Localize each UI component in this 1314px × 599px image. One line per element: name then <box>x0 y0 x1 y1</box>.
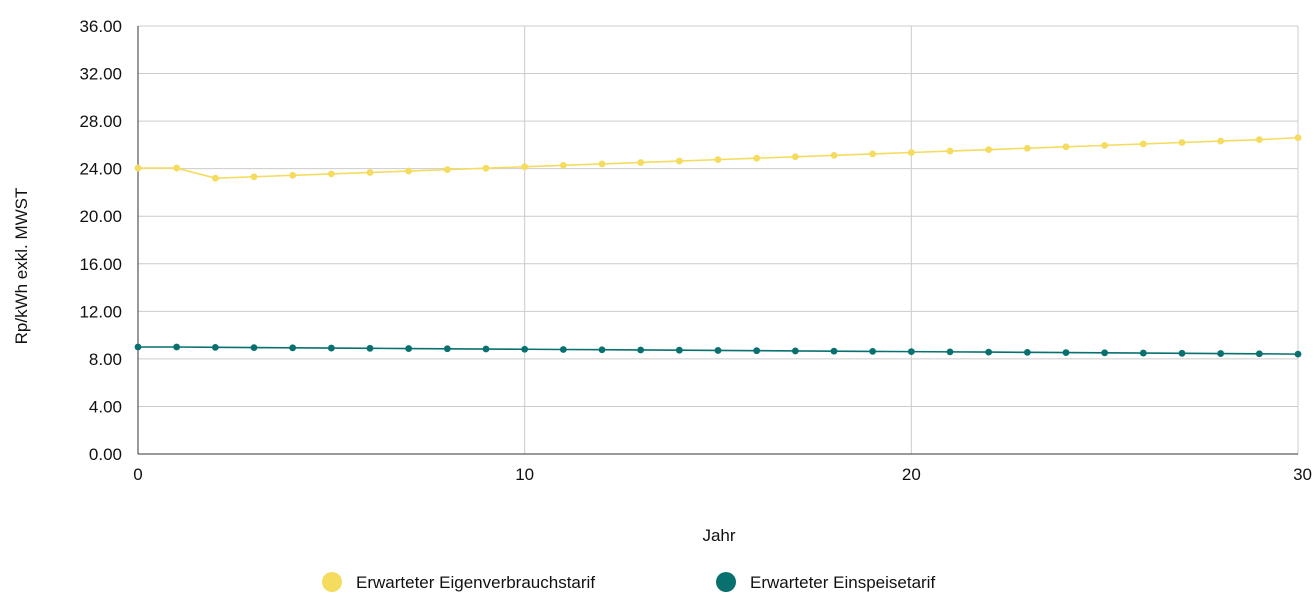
legend-label: Erwarteter Einspeisetarif <box>750 573 935 592</box>
data-point <box>366 169 374 176</box>
data-point <box>521 163 529 171</box>
x-tick-label: 10 <box>515 465 534 484</box>
y-tick-label: 28.00 <box>79 112 122 131</box>
data-point <box>405 167 413 175</box>
series-1 <box>134 134 1302 182</box>
y-axis-title: Rp/kWh exkl. MWST <box>12 188 31 345</box>
data-point <box>830 151 838 159</box>
data-point <box>598 160 606 168</box>
data-point <box>1062 143 1070 151</box>
data-point <box>327 170 335 178</box>
y-tick-label: 12.00 <box>79 302 122 321</box>
data-point <box>443 345 451 353</box>
data-point <box>1023 144 1031 152</box>
data-point <box>559 161 567 169</box>
data-point <box>985 146 993 154</box>
data-point <box>134 343 142 351</box>
legend-item: Erwarteter Einspeisetarif <box>716 572 935 592</box>
data-point <box>1255 136 1263 144</box>
data-point <box>1023 348 1031 356</box>
x-tick-label: 30 <box>1293 465 1312 484</box>
data-point <box>482 164 490 172</box>
data-point <box>946 348 954 356</box>
data-point <box>521 345 529 353</box>
legend-item: Erwarteter Eigenverbrauchstarif <box>322 572 595 592</box>
data-point <box>830 347 838 355</box>
data-point <box>211 174 219 182</box>
legend-swatch <box>716 572 736 592</box>
data-point <box>791 153 799 161</box>
series-2 <box>134 343 1302 358</box>
data-point <box>443 166 451 174</box>
data-point <box>791 347 799 355</box>
data-point <box>1139 349 1147 357</box>
data-point <box>405 345 413 352</box>
data-point <box>250 344 258 351</box>
data-point <box>946 147 954 155</box>
data-point <box>1294 134 1302 142</box>
data-point <box>1255 350 1263 358</box>
x-axis-title: Jahr <box>702 526 735 545</box>
data-point <box>637 346 645 354</box>
data-point <box>134 164 142 172</box>
data-point <box>714 156 722 164</box>
data-point <box>1101 349 1109 357</box>
tick-labels: 0.00 4.00 8.00 12.00 16.00 20.00 24.00 28.00 32.… <box>79 17 1312 484</box>
data-point <box>250 173 258 181</box>
data-point <box>869 347 877 355</box>
data-point <box>985 348 993 356</box>
data-point <box>327 344 335 352</box>
data-point <box>675 157 683 165</box>
legend-swatch <box>322 572 342 592</box>
data-point <box>1294 350 1302 358</box>
data-point <box>753 154 761 162</box>
data-point <box>289 171 297 179</box>
data-point <box>598 346 606 354</box>
data-point <box>907 348 915 356</box>
data-point <box>559 346 567 353</box>
data-point <box>1178 139 1186 146</box>
y-tick-label: 8.00 <box>89 350 122 369</box>
data-point <box>1217 350 1225 357</box>
y-tick-label: 4.00 <box>89 397 122 416</box>
y-tick-label: 24.00 <box>79 160 122 179</box>
y-tick-label: 36.00 <box>79 17 122 36</box>
y-tick-label: 0.00 <box>89 445 122 464</box>
data-point <box>1178 349 1186 357</box>
data-point <box>714 347 722 354</box>
data-point <box>637 159 645 166</box>
x-tick-label: 0 <box>133 465 142 484</box>
data-point <box>1062 349 1070 356</box>
data-point <box>907 149 915 156</box>
grid <box>138 25 1299 454</box>
y-tick-label: 32.00 <box>79 65 122 84</box>
data-point <box>1217 137 1225 145</box>
axes <box>137 26 1298 455</box>
data-point <box>482 345 490 353</box>
y-tick-label: 20.00 <box>79 207 122 226</box>
x-tick-label: 20 <box>902 465 921 484</box>
series-layer <box>134 134 1302 358</box>
data-point <box>1139 140 1147 148</box>
data-point <box>366 344 374 352</box>
data-point <box>675 346 683 354</box>
data-point <box>289 344 297 352</box>
data-point <box>869 150 877 158</box>
data-point <box>211 343 219 351</box>
data-point <box>753 347 761 355</box>
legend: Erwarteter Eigenverbrauchstarif Erwartete… <box>322 572 935 592</box>
data-point <box>173 164 181 172</box>
data-point <box>173 343 181 351</box>
legend-label: Erwarteter Eigenverbrauchstarif <box>356 573 595 592</box>
y-tick-label: 16.00 <box>79 255 122 274</box>
data-point <box>1101 141 1109 149</box>
